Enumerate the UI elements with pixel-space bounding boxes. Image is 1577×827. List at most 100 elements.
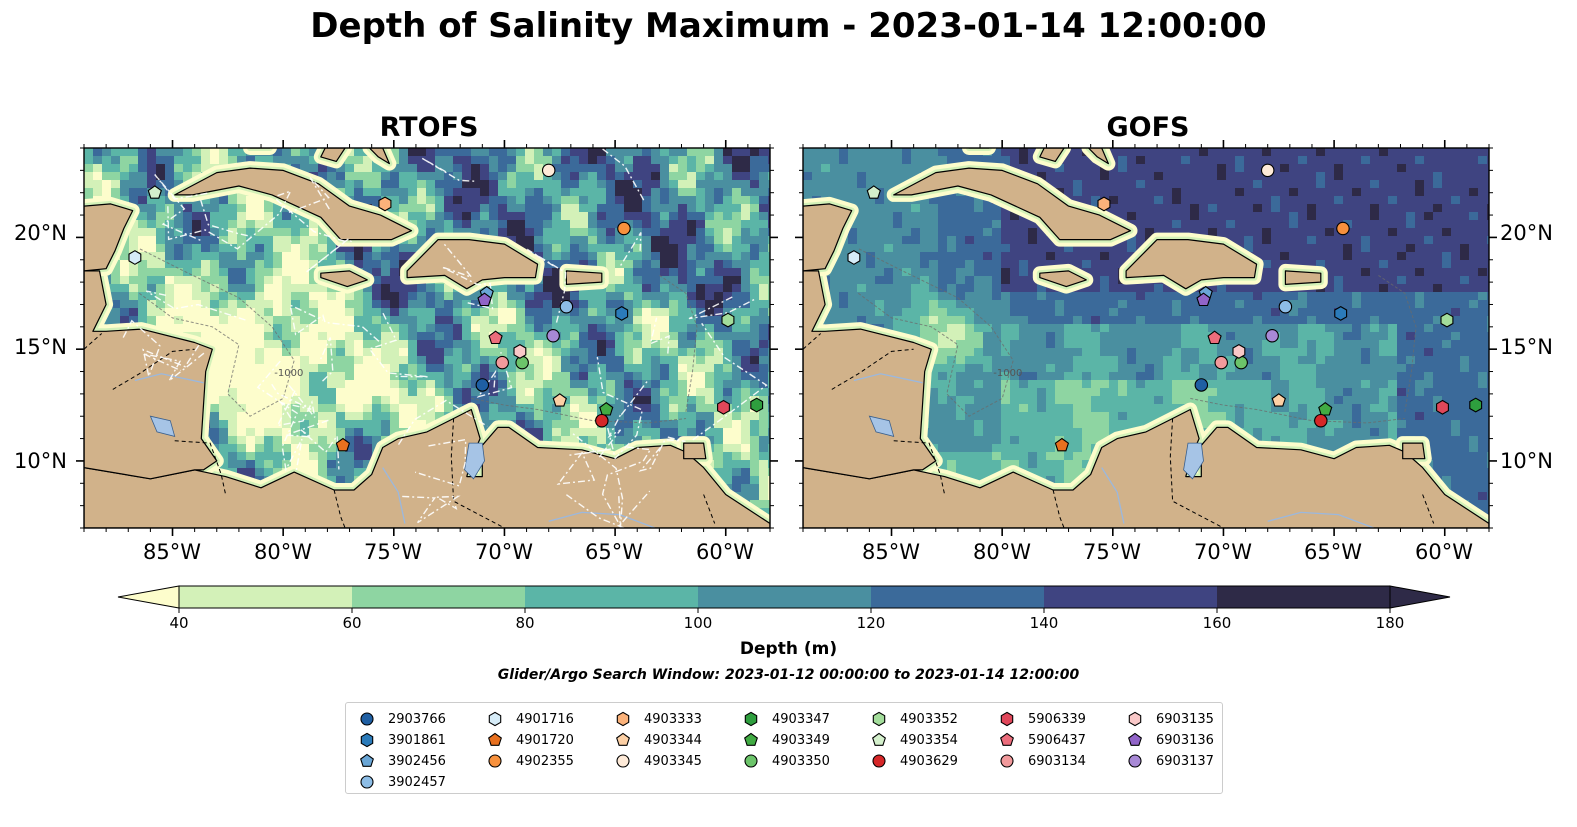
depth-cell: [615, 260, 625, 269]
depth-cell: [480, 372, 490, 381]
depth-cell: [705, 284, 715, 293]
depth-cell: [579, 148, 589, 157]
depth-cell: [246, 300, 256, 309]
depth-cell: [228, 444, 238, 453]
depth-cell: [965, 348, 975, 357]
depth-cell: [417, 340, 427, 349]
depth-cell: [741, 332, 751, 341]
depth-cell: [390, 276, 400, 285]
depth-cell: [156, 148, 166, 157]
depth-cell: [552, 188, 562, 197]
depth-cell: [947, 284, 957, 293]
eez-boundary: [368, 312, 429, 378]
depth-cell: [615, 300, 625, 309]
depth-cell: [723, 388, 733, 397]
depth-cell: [696, 356, 706, 365]
depth-cell: [309, 460, 319, 469]
depth-cell: [525, 388, 535, 397]
depth-cell: [633, 204, 643, 213]
depth-cell: [300, 276, 310, 285]
depth-cell: [489, 196, 499, 205]
depth-cell: [174, 252, 184, 261]
depth-cell: [848, 188, 858, 197]
depth-cell: [642, 428, 652, 437]
depth-cell: [201, 260, 211, 269]
depth-cell: [839, 172, 849, 181]
eez-boundary: [556, 448, 612, 485]
depth-cell: [489, 364, 499, 373]
depth-cell: [345, 324, 355, 333]
depth-cell: [534, 404, 544, 413]
depth-cell: [705, 196, 715, 205]
depth-cell: [768, 324, 770, 333]
depth-cell: [372, 380, 382, 389]
depth-cell: [390, 356, 400, 365]
depth-cell: [696, 404, 706, 413]
depth-cell: [768, 164, 770, 173]
depth-cell: [911, 236, 921, 245]
depth-cell: [534, 348, 544, 357]
depth-cell: [201, 164, 211, 173]
depth-cell: [938, 452, 948, 461]
depth-cell: [633, 380, 643, 389]
depth-cell: [237, 196, 247, 205]
depth-cell: [759, 284, 769, 293]
depth-cell: [543, 252, 553, 261]
depth-cell: [435, 316, 445, 325]
depth-cell: [848, 156, 858, 165]
depth-cell: [651, 276, 661, 285]
depth-cell: [462, 348, 472, 357]
depth-cell: [354, 404, 364, 413]
depth-cell: [399, 148, 409, 157]
depth-cell: [426, 220, 436, 229]
depth-cell: [408, 404, 418, 413]
depth-cell: [642, 420, 652, 429]
depth-cell: [255, 156, 265, 165]
depth-cell: [381, 260, 391, 269]
depth-cell: [183, 284, 193, 293]
eez-boundary: [638, 436, 686, 472]
depth-cell: [741, 196, 751, 205]
depth-cell: [435, 292, 445, 301]
depth-cell: [884, 236, 894, 245]
depth-cell: [848, 236, 858, 245]
depth-cell: [237, 204, 247, 213]
depth-cell: [839, 292, 849, 301]
depth-cell: [426, 308, 436, 317]
depth-cell: [750, 292, 760, 301]
depth-cell: [723, 476, 733, 485]
depth-cell: [759, 468, 769, 477]
depth-cell: [255, 236, 265, 245]
depth-cell: [992, 420, 1002, 429]
depth-cell: [732, 436, 742, 445]
depth-cell: [920, 228, 930, 237]
depth-cell: [543, 188, 553, 197]
depth-cell: [219, 268, 229, 277]
depth-cell: [354, 388, 364, 397]
depth-cell: [525, 348, 535, 357]
depth-cell: [570, 212, 580, 221]
land-cuba: [174, 167, 413, 241]
depth-cell: [399, 308, 409, 317]
depth-cell: [956, 444, 966, 453]
depth-cell: [471, 156, 481, 165]
depth-cell: [705, 396, 715, 405]
depth-cell: [723, 220, 733, 229]
depth-cell: [893, 164, 903, 173]
depth-cell: [372, 260, 382, 269]
depth-cell: [615, 268, 625, 277]
depth-cell: [768, 268, 770, 277]
depth-cell: [624, 276, 634, 285]
depth-cell: [417, 332, 427, 341]
depth-cell: [336, 380, 346, 389]
depth-cell: [174, 156, 184, 165]
depth-cell: [552, 420, 562, 429]
depth-cell: [696, 332, 706, 341]
depth-cell: [597, 356, 607, 365]
depth-cell: [830, 172, 840, 181]
river: [548, 511, 656, 528]
depth-cell: [857, 164, 867, 173]
depth-cell: [255, 340, 265, 349]
depth-cell: [947, 396, 957, 405]
depth-cell: [956, 340, 966, 349]
